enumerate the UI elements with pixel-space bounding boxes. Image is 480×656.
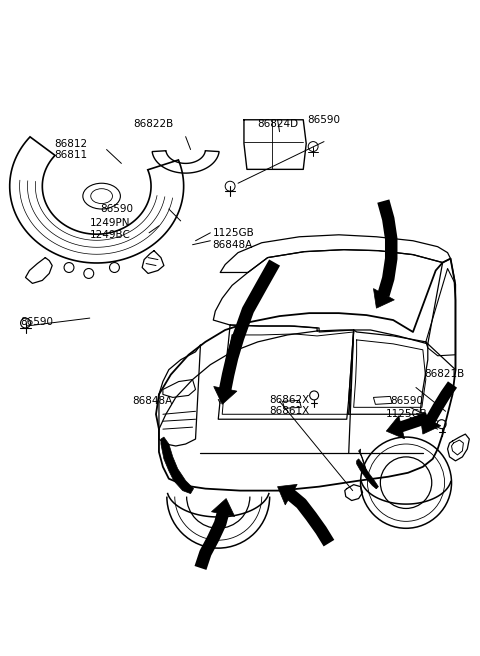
Text: 86824D: 86824D <box>257 119 298 129</box>
Text: 86848A: 86848A <box>212 239 252 250</box>
Text: 1125GB: 1125GB <box>386 409 428 419</box>
Polygon shape <box>161 437 193 493</box>
Text: 86812
86811: 86812 86811 <box>54 138 87 160</box>
Wedge shape <box>165 443 272 497</box>
Text: 86590: 86590 <box>390 396 423 406</box>
Polygon shape <box>214 386 237 404</box>
Text: 86848A: 86848A <box>132 396 173 406</box>
Text: 86590: 86590 <box>100 204 133 214</box>
Polygon shape <box>386 416 405 439</box>
Polygon shape <box>373 289 395 308</box>
Text: 86590: 86590 <box>307 115 340 125</box>
Polygon shape <box>357 459 378 489</box>
Text: 1249PN
1249BC: 1249PN 1249BC <box>90 218 131 239</box>
Text: 86590: 86590 <box>21 317 54 327</box>
Polygon shape <box>420 415 441 434</box>
Text: 1125GB: 1125GB <box>212 228 254 238</box>
Text: 86822B: 86822B <box>133 119 173 129</box>
Polygon shape <box>359 449 376 489</box>
Polygon shape <box>277 484 297 505</box>
Text: 86821B: 86821B <box>424 369 464 379</box>
Text: 86862X
86861X: 86862X 86861X <box>270 394 310 416</box>
Polygon shape <box>211 499 235 516</box>
